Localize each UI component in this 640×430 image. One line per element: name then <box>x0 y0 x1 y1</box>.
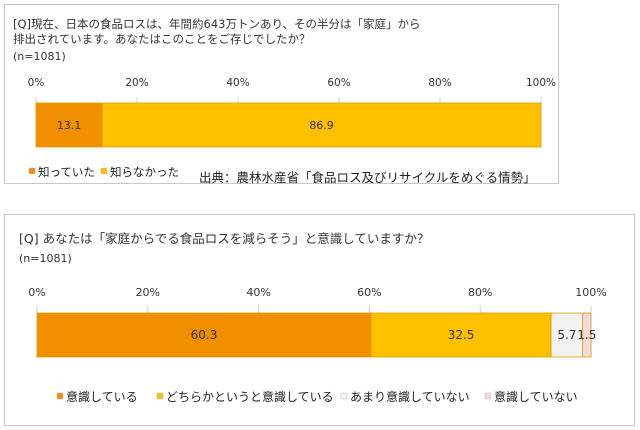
legend-label: あまり意識していない <box>350 389 470 404</box>
sample-size: (n=1081) <box>13 50 66 63</box>
legend-swatch <box>340 392 348 400</box>
legend-label: どちらかというと意識している <box>166 389 334 404</box>
bar-segment <box>550 312 584 358</box>
bar-segment <box>36 312 372 358</box>
chart-panel-consciousness: [Q] あなたは「家庭からでる食品ロスを減らそう」と意識していますか？ (n=1… <box>4 214 635 426</box>
legend-label: 知らなかった <box>110 165 179 179</box>
awareness-chart: 0% 20% 40% 60% 80% 100% 13.1 86.9 知っていた 知らなかった <box>28 77 556 179</box>
data-label: 5.7 <box>557 328 576 342</box>
consciousness-chart: 0% 20% 40% 60% 80% 100% 60.3 32.5 5.7 1.5 意識している どち… <box>28 286 606 404</box>
legend-swatch <box>28 167 36 175</box>
bar-segment <box>582 312 592 358</box>
sample-size: (n=1081) <box>19 252 72 265</box>
data-label: 1.5 <box>577 328 596 342</box>
legend-swatch <box>56 392 64 400</box>
legend-swatch <box>100 167 108 175</box>
data-label: 13.1 <box>57 119 82 132</box>
tick-label: 80% <box>468 286 492 299</box>
tick-label: 60% <box>327 77 350 89</box>
tick-label: 40% <box>246 286 270 299</box>
question-text: [Q] あなたは「家庭からでる食品ロスを減らそう」と意識していますか？ <box>19 231 430 246</box>
bar-segment <box>35 102 103 148</box>
legend-swatch <box>156 392 164 400</box>
tick-label: 20% <box>136 286 160 299</box>
tick-label: 20% <box>125 77 148 89</box>
question-text: [Q]現在、日本の食品ロスは、年間約643万トンあり、その半分は「家庭」から 排… <box>13 17 421 46</box>
tick-label: 80% <box>428 77 451 89</box>
legend-label: 知っていた <box>38 165 95 179</box>
legend-label: 意識していない <box>494 389 578 404</box>
source-note: 出典：農林水産省「食品ロス及びリサイクルをめぐる情勢」 <box>199 170 536 185</box>
tick-label: 60% <box>357 286 381 299</box>
legend-label: 意識している <box>66 389 138 404</box>
bar-segment <box>370 312 552 358</box>
tick-label: 0% <box>28 286 45 299</box>
tick-label: 100% <box>526 77 556 89</box>
data-label: 32.5 <box>448 328 475 342</box>
data-label: 60.3 <box>191 328 218 342</box>
tick-label: 0% <box>28 77 45 89</box>
tick-label: 100% <box>575 286 606 299</box>
chart-panel-awareness: [Q]現在、日本の食品ロスは、年間約643万トンあり、その半分は「家庭」から 排… <box>4 4 559 185</box>
tick-label: 40% <box>226 77 249 89</box>
data-label: 86.9 <box>309 119 334 132</box>
bar-segment <box>101 102 542 148</box>
legend-swatch <box>484 392 492 400</box>
